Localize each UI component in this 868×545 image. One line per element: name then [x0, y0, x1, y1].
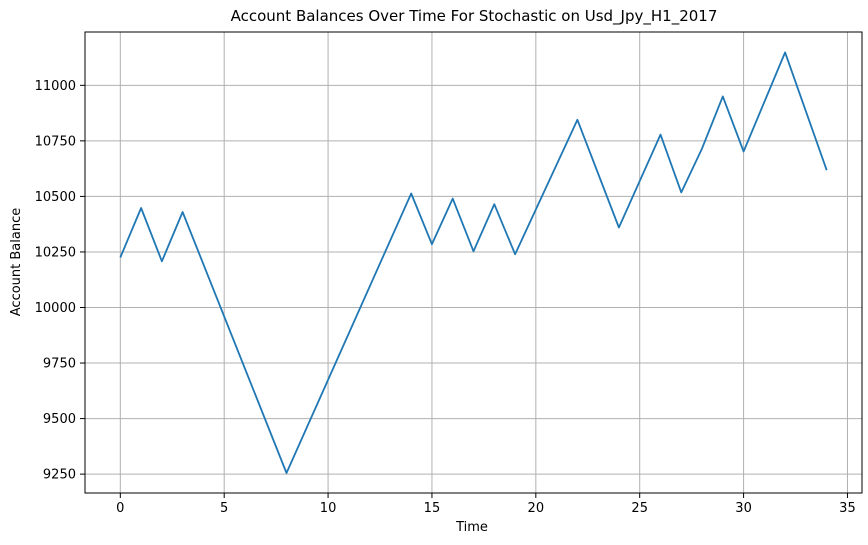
series-line	[119, 51, 828, 474]
x-tick-label: 10	[320, 501, 337, 516]
x-tick-label: 25	[631, 501, 648, 516]
grid	[85, 32, 862, 493]
x-tick-label: 20	[528, 501, 545, 516]
y-tick-label: 9500	[43, 412, 76, 427]
chart-title: Account Balances Over Time For Stochasti…	[231, 7, 718, 26]
y-axis-label: Account Balance	[9, 208, 24, 316]
x-axis-label: Time	[455, 520, 488, 535]
plot-frame	[84, 31, 863, 494]
x-tick-label: 30	[735, 501, 752, 516]
y-tick-label: 10500	[35, 190, 76, 205]
y-tick-label: 9250	[43, 468, 76, 483]
y-tick-label: 9750	[43, 357, 76, 372]
x-tick-label: 15	[424, 501, 441, 516]
x-axis: 0 5 10 15 20 25 30 35	[116, 493, 856, 516]
y-tick-label: 10000	[35, 301, 76, 316]
x-tick-label: 0	[116, 501, 124, 516]
x-tick-label: 35	[839, 501, 856, 516]
y-tick-label: 10250	[35, 245, 76, 260]
x-tick-label: 5	[220, 501, 228, 516]
y-tick-label: 11000	[35, 79, 76, 94]
y-axis: 9250 9500 9750 10000 10250 10500 10750 11000	[35, 79, 85, 483]
series-layer	[119, 51, 828, 474]
y-tick-label: 10750	[35, 134, 76, 149]
